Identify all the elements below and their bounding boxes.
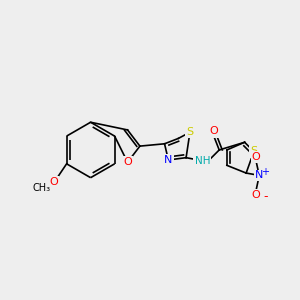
Text: O: O [252, 152, 260, 162]
Text: N: N [164, 155, 172, 165]
Text: O: O [49, 177, 58, 187]
Text: O: O [252, 190, 260, 200]
Text: CH₃: CH₃ [32, 184, 50, 194]
Text: N: N [255, 170, 263, 180]
Text: S: S [250, 146, 257, 157]
Text: O: O [123, 157, 132, 167]
Text: O: O [209, 127, 218, 136]
Text: S: S [186, 127, 194, 137]
Text: +: + [261, 167, 268, 176]
Text: NH: NH [194, 156, 210, 166]
Text: -: - [263, 190, 268, 203]
